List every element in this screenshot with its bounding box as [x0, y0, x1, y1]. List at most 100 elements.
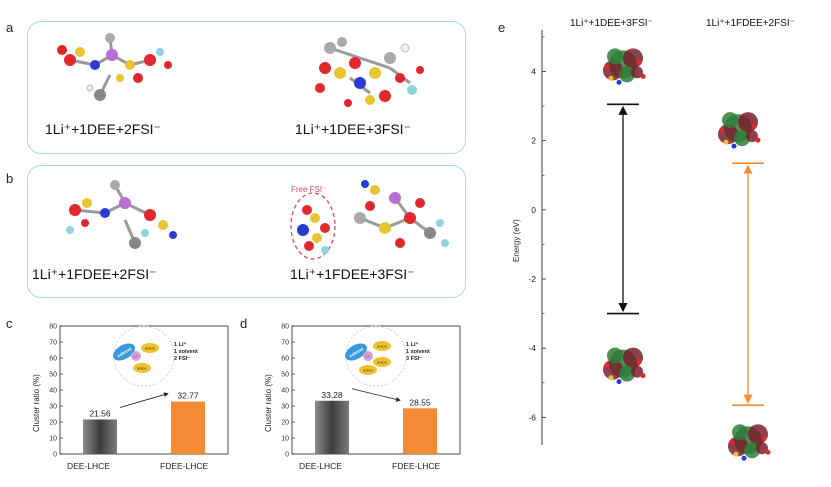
- chart-e-lumo-orbital-0-atom-0: [604, 63, 610, 69]
- chart-c-ytick-label-2: 20: [49, 420, 57, 427]
- chart-d-inset-anion-text-2: anion: [363, 368, 373, 373]
- panel-label-c: c: [6, 316, 13, 331]
- chart-e-homo-orbital-0-atom-0: [604, 363, 610, 369]
- chart-d-inset-anion-text-0: anion: [377, 344, 387, 349]
- chart-e-lumo-orbital-1-lobe-2: [738, 112, 758, 133]
- chart-e-lumo-orbital-0-atom-2: [636, 59, 642, 65]
- chart-c-bar-1: [171, 401, 205, 454]
- chart-d-ytick-label-6: 60: [281, 356, 289, 363]
- chart-e-homo-orbital-1-lobe-5: [756, 442, 768, 455]
- panel-b-right-name: 1Li⁺+1FDEE+3FSI⁻: [290, 266, 415, 282]
- chart-c-inset-circle: [113, 325, 175, 387]
- chart-d-ytick-label-5: 50: [281, 372, 289, 379]
- molecule-dee-3fsi: [315, 37, 424, 107]
- chart-e-lumo-orbital-1-lobe-3: [734, 130, 750, 147]
- chart-c-inset-anion-1: [133, 363, 151, 373]
- panel-e-col-left: 1Li⁺+1DEE+3FSI⁻: [570, 18, 653, 29]
- chart-c-ytick-label-0: 0: [53, 452, 57, 459]
- chart-c-inset-anion-text-0: anion: [145, 346, 155, 351]
- chart-e-ytick-label-5: -6: [528, 412, 536, 422]
- chart-d-inset-solvent: [345, 343, 367, 361]
- chart-c-ytick-label-6: 60: [49, 356, 57, 363]
- chart-e-homo-orbital-0-lobe-5: [631, 365, 643, 378]
- chart-d-xtick-1: FDEE-LHCE: [392, 461, 441, 471]
- chart-d-inset-anion-0: [373, 341, 391, 351]
- chart-c-ytick-label-5: 50: [49, 372, 57, 379]
- chart-e-lumo-orbital-0-lobe-5: [631, 66, 643, 79]
- chart-e-lumo-orbital-1-atom-3: [731, 143, 737, 149]
- chart-c-xtick-0: DEE-LHCE: [67, 461, 110, 471]
- chart-e-lumo-orbital-1-atom-1: [723, 139, 729, 145]
- panel-e-col-right: 1Li⁺+1FDEE+2FSI⁻: [706, 18, 795, 29]
- chart-d-inset-li-text: Li⁺: [365, 354, 370, 359]
- chart-e-homo-orbital-1-atom-3: [741, 455, 747, 461]
- chart-e-homo-orbital-0-atom-2: [636, 359, 642, 365]
- chart-e-ytick-label-3: -2: [528, 274, 536, 284]
- panel-a-box: [27, 21, 466, 154]
- free-fsi-molecule: [290, 192, 336, 260]
- chart-e-homo-orbital-0-atom-3: [616, 379, 622, 385]
- chart-c-xtick-1: FDEE-LHCE: [160, 461, 209, 471]
- panel-b-box: [27, 165, 466, 298]
- chart-d-ytick-label-7: 70: [281, 340, 289, 347]
- chart-e-homo-orbital-1-lobe-4: [732, 424, 748, 441]
- chart-e-ytick-label-0: 4: [531, 67, 536, 77]
- chart-d-inset-circle: [345, 325, 407, 387]
- panel-label-d: d: [240, 316, 248, 331]
- chart-c-inset-anion-text-1: anion: [137, 366, 147, 371]
- chart-e-homo-orbital-0-atom-1: [608, 375, 614, 381]
- chart-e-lumo-orbital-0-lobe-4: [607, 48, 623, 65]
- panel-a-left-name: 1Li⁺+1DEE+2FSI⁻: [45, 121, 161, 137]
- chart-c-inset-anion-0: [141, 343, 159, 353]
- chart-c-ylabel: Cluster ratio (%): [32, 374, 41, 432]
- chart-c-inset-solvent: [113, 343, 135, 361]
- chart-d-value-label-0: 33.28: [321, 390, 343, 400]
- chart-e-lumo-orbital-1: [718, 112, 761, 149]
- chart-d-inset-line-2: 3 FSI⁻: [406, 356, 422, 362]
- chart-d-ytick-label-2: 20: [281, 420, 289, 427]
- chart-c-value-label-0: 21.56: [89, 409, 111, 419]
- chart-e-lumo-orbital-1-atom-2: [751, 123, 757, 129]
- chart-c-value-label-1: 32.77: [177, 391, 199, 401]
- chart-c-inset-li: [131, 351, 141, 361]
- chart-d-inset-line-1: 1 solvent: [406, 349, 430, 355]
- chart-d-ytick-label-1: 10: [281, 436, 289, 443]
- chart-d-ytick-label-8: 80: [281, 324, 289, 331]
- molecule-fdee-3fsi: [354, 180, 449, 248]
- chart-e-lumo-orbital-1-lobe-5: [746, 130, 758, 143]
- chart-d-inset-anion-text-1: anion: [377, 360, 387, 365]
- molecule-fdee-2fsi: [66, 180, 177, 249]
- panel-label-e: e: [498, 20, 506, 35]
- free-fsi-label: Free FSI⁻: [291, 185, 327, 194]
- chart-e-svg: 4 2 0 -2 -4 -6: [528, 30, 771, 461]
- chart-e-homo-orbital-0-lobe-2: [623, 347, 643, 368]
- chart-e-homo-orbital-1-atom-1: [733, 451, 739, 457]
- chart-e-homo-orbital-1: [728, 424, 771, 461]
- chart-e-lumo-orbital-1-atom-4: [755, 137, 761, 143]
- chart-e-homo-orbital-0-atom-4: [640, 373, 646, 379]
- chart-e-homo-orbital-1-atom-2: [761, 435, 767, 441]
- chart-d-xtick-0: DEE-LHCE: [299, 461, 342, 471]
- chart-e-lumo-orbital-0-atom-1: [608, 75, 614, 81]
- chart-d: 0 10 20 30 40 50 60 70 80 33.28 28.55 solvent Li⁺ ani…: [264, 320, 464, 480]
- panel-b-left-name: 1Li⁺+1FDEE+2FSI⁻: [32, 266, 157, 282]
- chart-e-lumo-orbital-0-atom-3: [616, 79, 622, 85]
- chart-e-homo-orbital-0-lobe-3: [619, 365, 635, 382]
- chart-e-lumo-orbital-1-atom-0: [719, 127, 725, 133]
- chart-e-homo-orbital-1-lobe-3: [744, 442, 760, 459]
- chart-c-ytick-label-1: 10: [49, 436, 57, 443]
- chart-d-value-label-1: 28.55: [409, 397, 431, 407]
- chart-e-lumo-orbital-0: [603, 48, 646, 85]
- chart-e-lumo-orbital-1-lobe-4: [722, 112, 738, 129]
- chart-e-ylabel: Energy (eV): [512, 219, 521, 262]
- chart-e-ytick-label-4: -4: [528, 343, 536, 353]
- chart-d-ytick-label-4: 40: [281, 388, 289, 395]
- chart-d-inset-line-0: 1 Li⁺: [406, 341, 418, 348]
- chart-c-inset-li-text: Li⁺: [133, 354, 138, 359]
- chart-e-lumo-orbital-0-lobe-2: [623, 48, 643, 69]
- chart-e-homo-orbital-0-lobe-4: [607, 347, 623, 364]
